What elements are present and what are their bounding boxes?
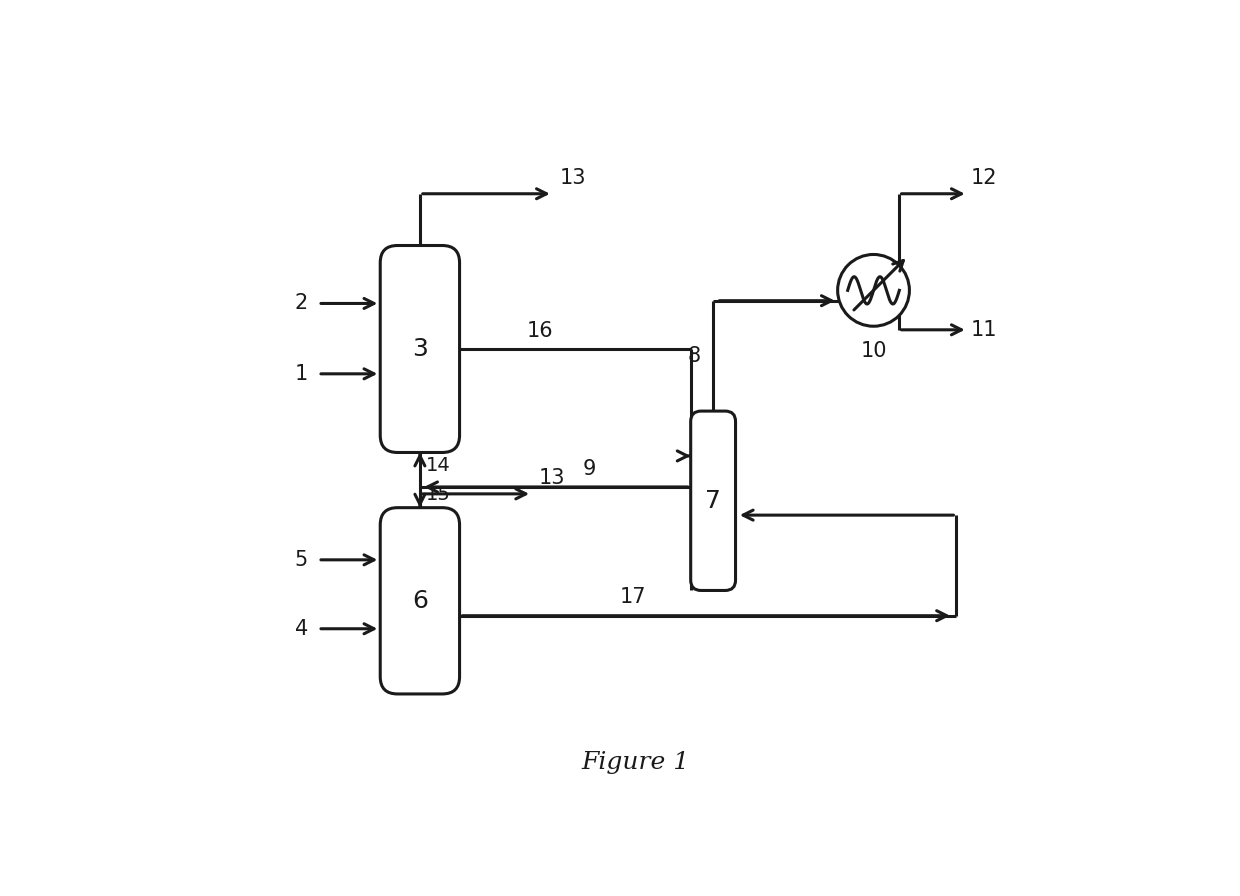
Text: 3: 3 — [412, 337, 428, 361]
Text: 7: 7 — [706, 489, 720, 513]
Text: 15: 15 — [425, 486, 450, 504]
Text: 6: 6 — [412, 589, 428, 613]
Text: 9: 9 — [583, 459, 596, 478]
FancyBboxPatch shape — [691, 411, 735, 590]
Text: 10: 10 — [861, 341, 887, 361]
Text: 14: 14 — [425, 456, 450, 475]
FancyBboxPatch shape — [381, 246, 460, 452]
Text: 2: 2 — [295, 294, 308, 314]
FancyBboxPatch shape — [381, 508, 460, 694]
Text: 8: 8 — [687, 346, 701, 366]
Text: Figure 1: Figure 1 — [582, 752, 689, 774]
Text: 1: 1 — [295, 364, 308, 383]
Text: 17: 17 — [620, 588, 647, 607]
Text: 5: 5 — [295, 550, 308, 570]
Text: 13: 13 — [559, 168, 587, 188]
Text: 13: 13 — [539, 469, 565, 488]
Text: 16: 16 — [527, 321, 554, 340]
Text: 12: 12 — [971, 168, 997, 188]
Text: 4: 4 — [295, 619, 308, 639]
Text: 11: 11 — [971, 320, 997, 340]
